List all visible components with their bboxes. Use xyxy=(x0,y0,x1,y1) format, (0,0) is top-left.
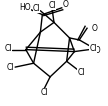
Text: O: O xyxy=(92,24,98,33)
Text: Cl: Cl xyxy=(5,44,12,53)
Text: Cl: Cl xyxy=(6,63,14,72)
Text: Cl: Cl xyxy=(89,44,97,53)
Text: O: O xyxy=(63,0,69,9)
Text: HO: HO xyxy=(89,46,101,55)
Text: Cl: Cl xyxy=(77,68,85,77)
Text: Cl: Cl xyxy=(48,1,56,10)
Text: Cl: Cl xyxy=(33,4,40,13)
Text: HO: HO xyxy=(19,3,31,12)
Text: Cl: Cl xyxy=(40,88,48,97)
